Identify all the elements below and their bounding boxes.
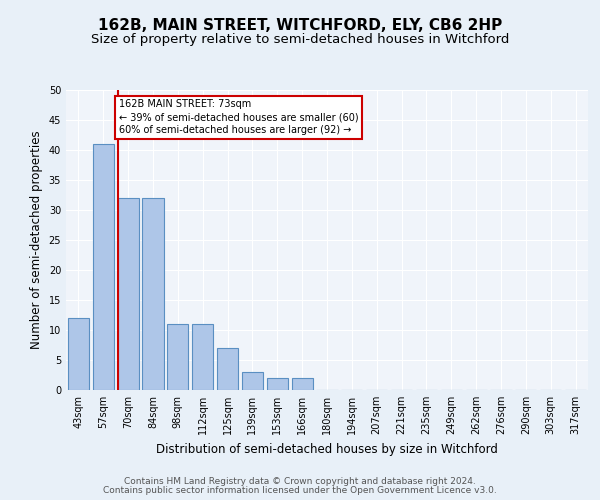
Text: Size of property relative to semi-detached houses in Witchford: Size of property relative to semi-detach… [91, 32, 509, 46]
Bar [267, 378, 288, 390]
Bar [93, 144, 114, 390]
Bar [292, 378, 313, 390]
Bar [68, 318, 89, 390]
Text: Contains public sector information licensed under the Open Government Licence v3: Contains public sector information licen… [103, 486, 497, 495]
Bar [118, 198, 139, 390]
Text: 162B MAIN STREET: 73sqm
← 39% of semi-detached houses are smaller (60)
60% of se: 162B MAIN STREET: 73sqm ← 39% of semi-de… [119, 99, 358, 136]
Bar [167, 324, 188, 390]
Bar [217, 348, 238, 390]
Text: 162B, MAIN STREET, WITCHFORD, ELY, CB6 2HP: 162B, MAIN STREET, WITCHFORD, ELY, CB6 2… [98, 18, 502, 32]
Y-axis label: Number of semi-detached properties: Number of semi-detached properties [30, 130, 43, 350]
Text: Contains HM Land Registry data © Crown copyright and database right 2024.: Contains HM Land Registry data © Crown c… [124, 477, 476, 486]
X-axis label: Distribution of semi-detached houses by size in Witchford: Distribution of semi-detached houses by … [156, 442, 498, 456]
Bar [242, 372, 263, 390]
Bar [142, 198, 164, 390]
Bar [192, 324, 213, 390]
